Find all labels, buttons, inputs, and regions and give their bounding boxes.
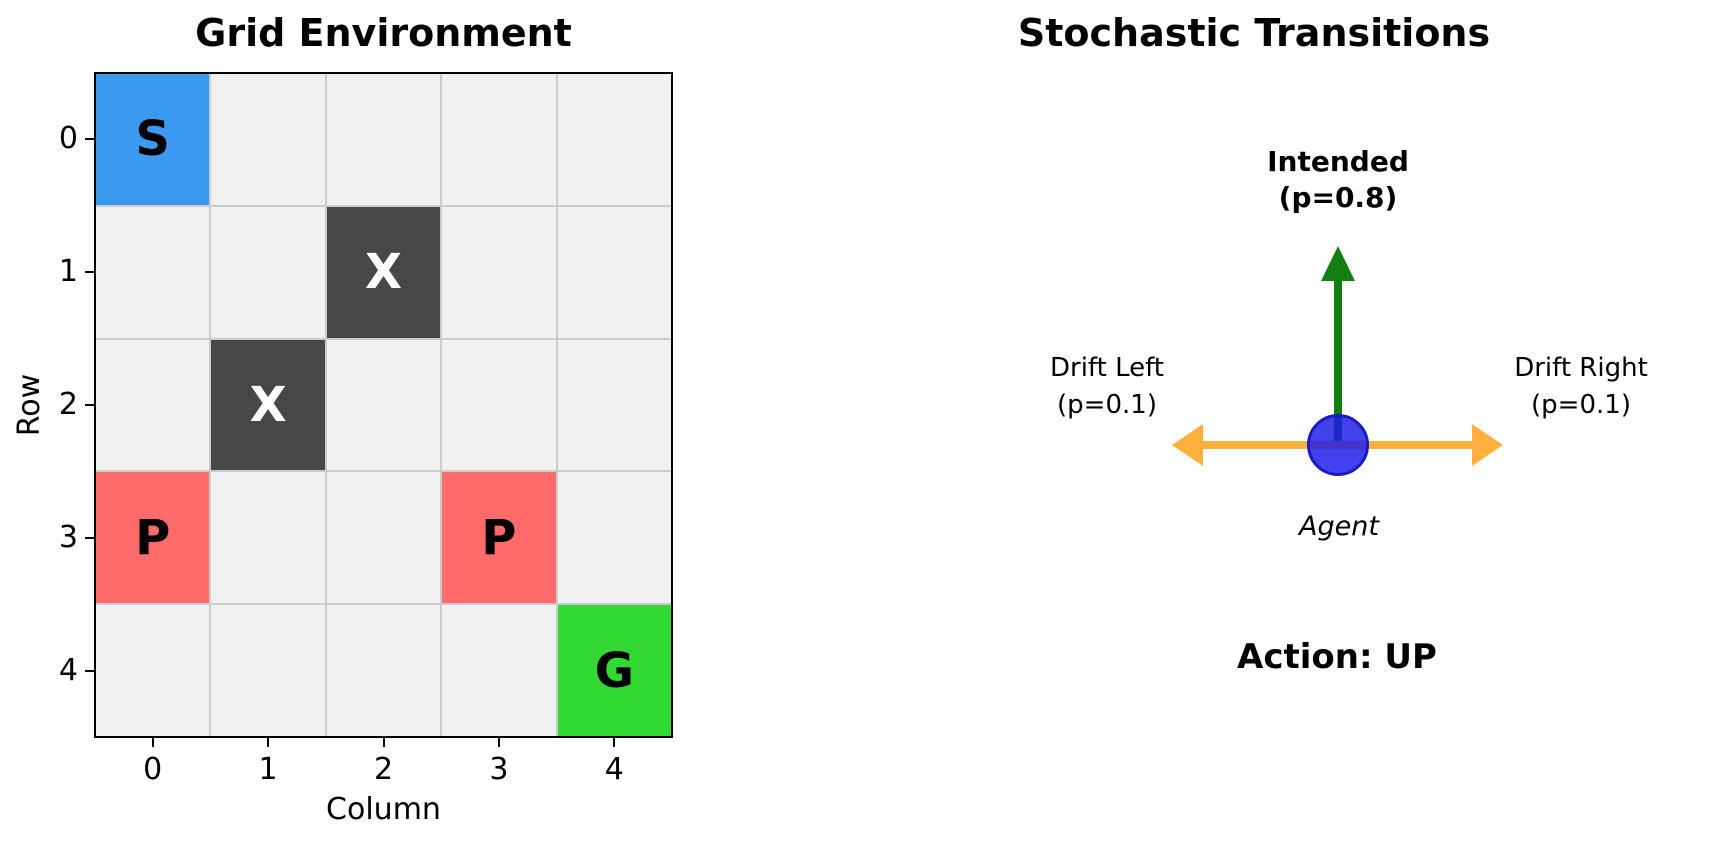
up-arrow-head-icon — [1321, 246, 1355, 281]
grid-cell-r4c2 — [326, 605, 441, 736]
agent-marker — [1307, 414, 1369, 476]
grid-cell-r2c1: X — [211, 339, 325, 471]
drift-right-label: Drift Right (p=0.1) — [1471, 350, 1691, 424]
grid-cell-r2c4 — [557, 339, 671, 471]
grid-cell-r2c2 — [326, 339, 441, 471]
grid-cell-r4c0 — [96, 605, 210, 736]
agent-label: Agent — [1299, 511, 1379, 542]
y-tick-mark-2 — [85, 404, 94, 406]
grid-cell-r1c4 — [557, 206, 671, 338]
x-tick-label-2: 2 — [373, 752, 394, 787]
y-tick-label-3: 3 — [58, 519, 78, 555]
intended-text: Intended — [1267, 145, 1409, 178]
grid-cell-r0c1 — [211, 74, 325, 205]
grid-cell-r3c1 — [211, 472, 325, 604]
x-tick-label-4: 4 — [604, 752, 624, 787]
action-status-label: Action: UP — [1237, 637, 1437, 677]
right-arrow-head-icon — [1472, 424, 1503, 466]
cell-label-P: P — [135, 509, 171, 566]
grid-axes: S X X P P G — [94, 72, 673, 738]
grid-cell-r2c0 — [96, 339, 210, 471]
y-tick-label-1: 1 — [58, 254, 78, 290]
x-tick-label-3: 3 — [489, 752, 509, 787]
y-tick-mark-1 — [85, 271, 94, 274]
x-tick-label-0: 0 — [143, 752, 163, 787]
cell-label-G: G — [594, 642, 634, 699]
x-tick-mark-1 — [267, 738, 270, 747]
y-tick-mark-4 — [85, 669, 94, 672]
cell-label-X: X — [249, 376, 287, 433]
grid-cell-r4c3 — [442, 605, 556, 736]
y-tick-label-0: 0 — [58, 121, 78, 157]
grid-cell-r0c0: S — [96, 74, 210, 205]
grid-cell-r3c3: P — [442, 472, 556, 604]
right-panel-title: Stochastic Transitions — [1017, 11, 1491, 55]
cell-label-X: X — [364, 244, 402, 301]
y-tick-label-4: 4 — [58, 652, 78, 688]
drift-left-text: Drift Left — [1049, 353, 1164, 383]
intended-action-label: Intended (p=0.8) — [1238, 144, 1438, 216]
x-tick-mark-4 — [613, 738, 616, 747]
grid-cell-r3c0: P — [96, 472, 210, 604]
grid-cell-r0c2 — [326, 74, 441, 205]
x-tick-mark-2 — [382, 738, 385, 747]
grid-cell-r4c4: G — [557, 605, 671, 736]
grid-cell-r2c3 — [442, 339, 556, 471]
cell-label-P: P — [481, 509, 517, 566]
grid-cell-r1c0 — [96, 206, 210, 338]
grid-cell-r3c4 — [557, 472, 671, 604]
drift-left-label: Drift Left (p=0.1) — [997, 350, 1217, 424]
grid-cell-r0c3 — [442, 74, 556, 205]
grid-cell-r0c4 — [557, 74, 671, 205]
left-panel-title: Grid Environment — [195, 11, 572, 55]
drift-right-probability: (p=0.1) — [1531, 390, 1631, 420]
intended-probability: (p=0.8) — [1278, 181, 1398, 214]
drift-left-probability: (p=0.1) — [1057, 390, 1157, 420]
y-tick-mark-3 — [85, 536, 94, 539]
grid-cell-r3c2 — [326, 472, 441, 604]
y-tick-mark-0 — [85, 138, 94, 141]
x-tick-mark-3 — [497, 738, 500, 747]
grid-cell-r1c1 — [211, 206, 325, 338]
grid-cell-r1c2: X — [326, 206, 441, 338]
x-axis-label: Column — [326, 792, 441, 827]
up-arrow-stem — [1334, 279, 1342, 449]
grid-cell-r4c1 — [211, 605, 325, 736]
x-tick-mark-0 — [151, 738, 154, 747]
grid-cell-r1c3 — [442, 206, 556, 338]
y-tick-label-2: 2 — [58, 387, 78, 422]
y-axis-label: Row — [12, 373, 47, 437]
x-tick-label-1: 1 — [258, 752, 278, 787]
drift-right-text: Drift Right — [1514, 353, 1648, 383]
cell-label-S: S — [135, 111, 170, 168]
